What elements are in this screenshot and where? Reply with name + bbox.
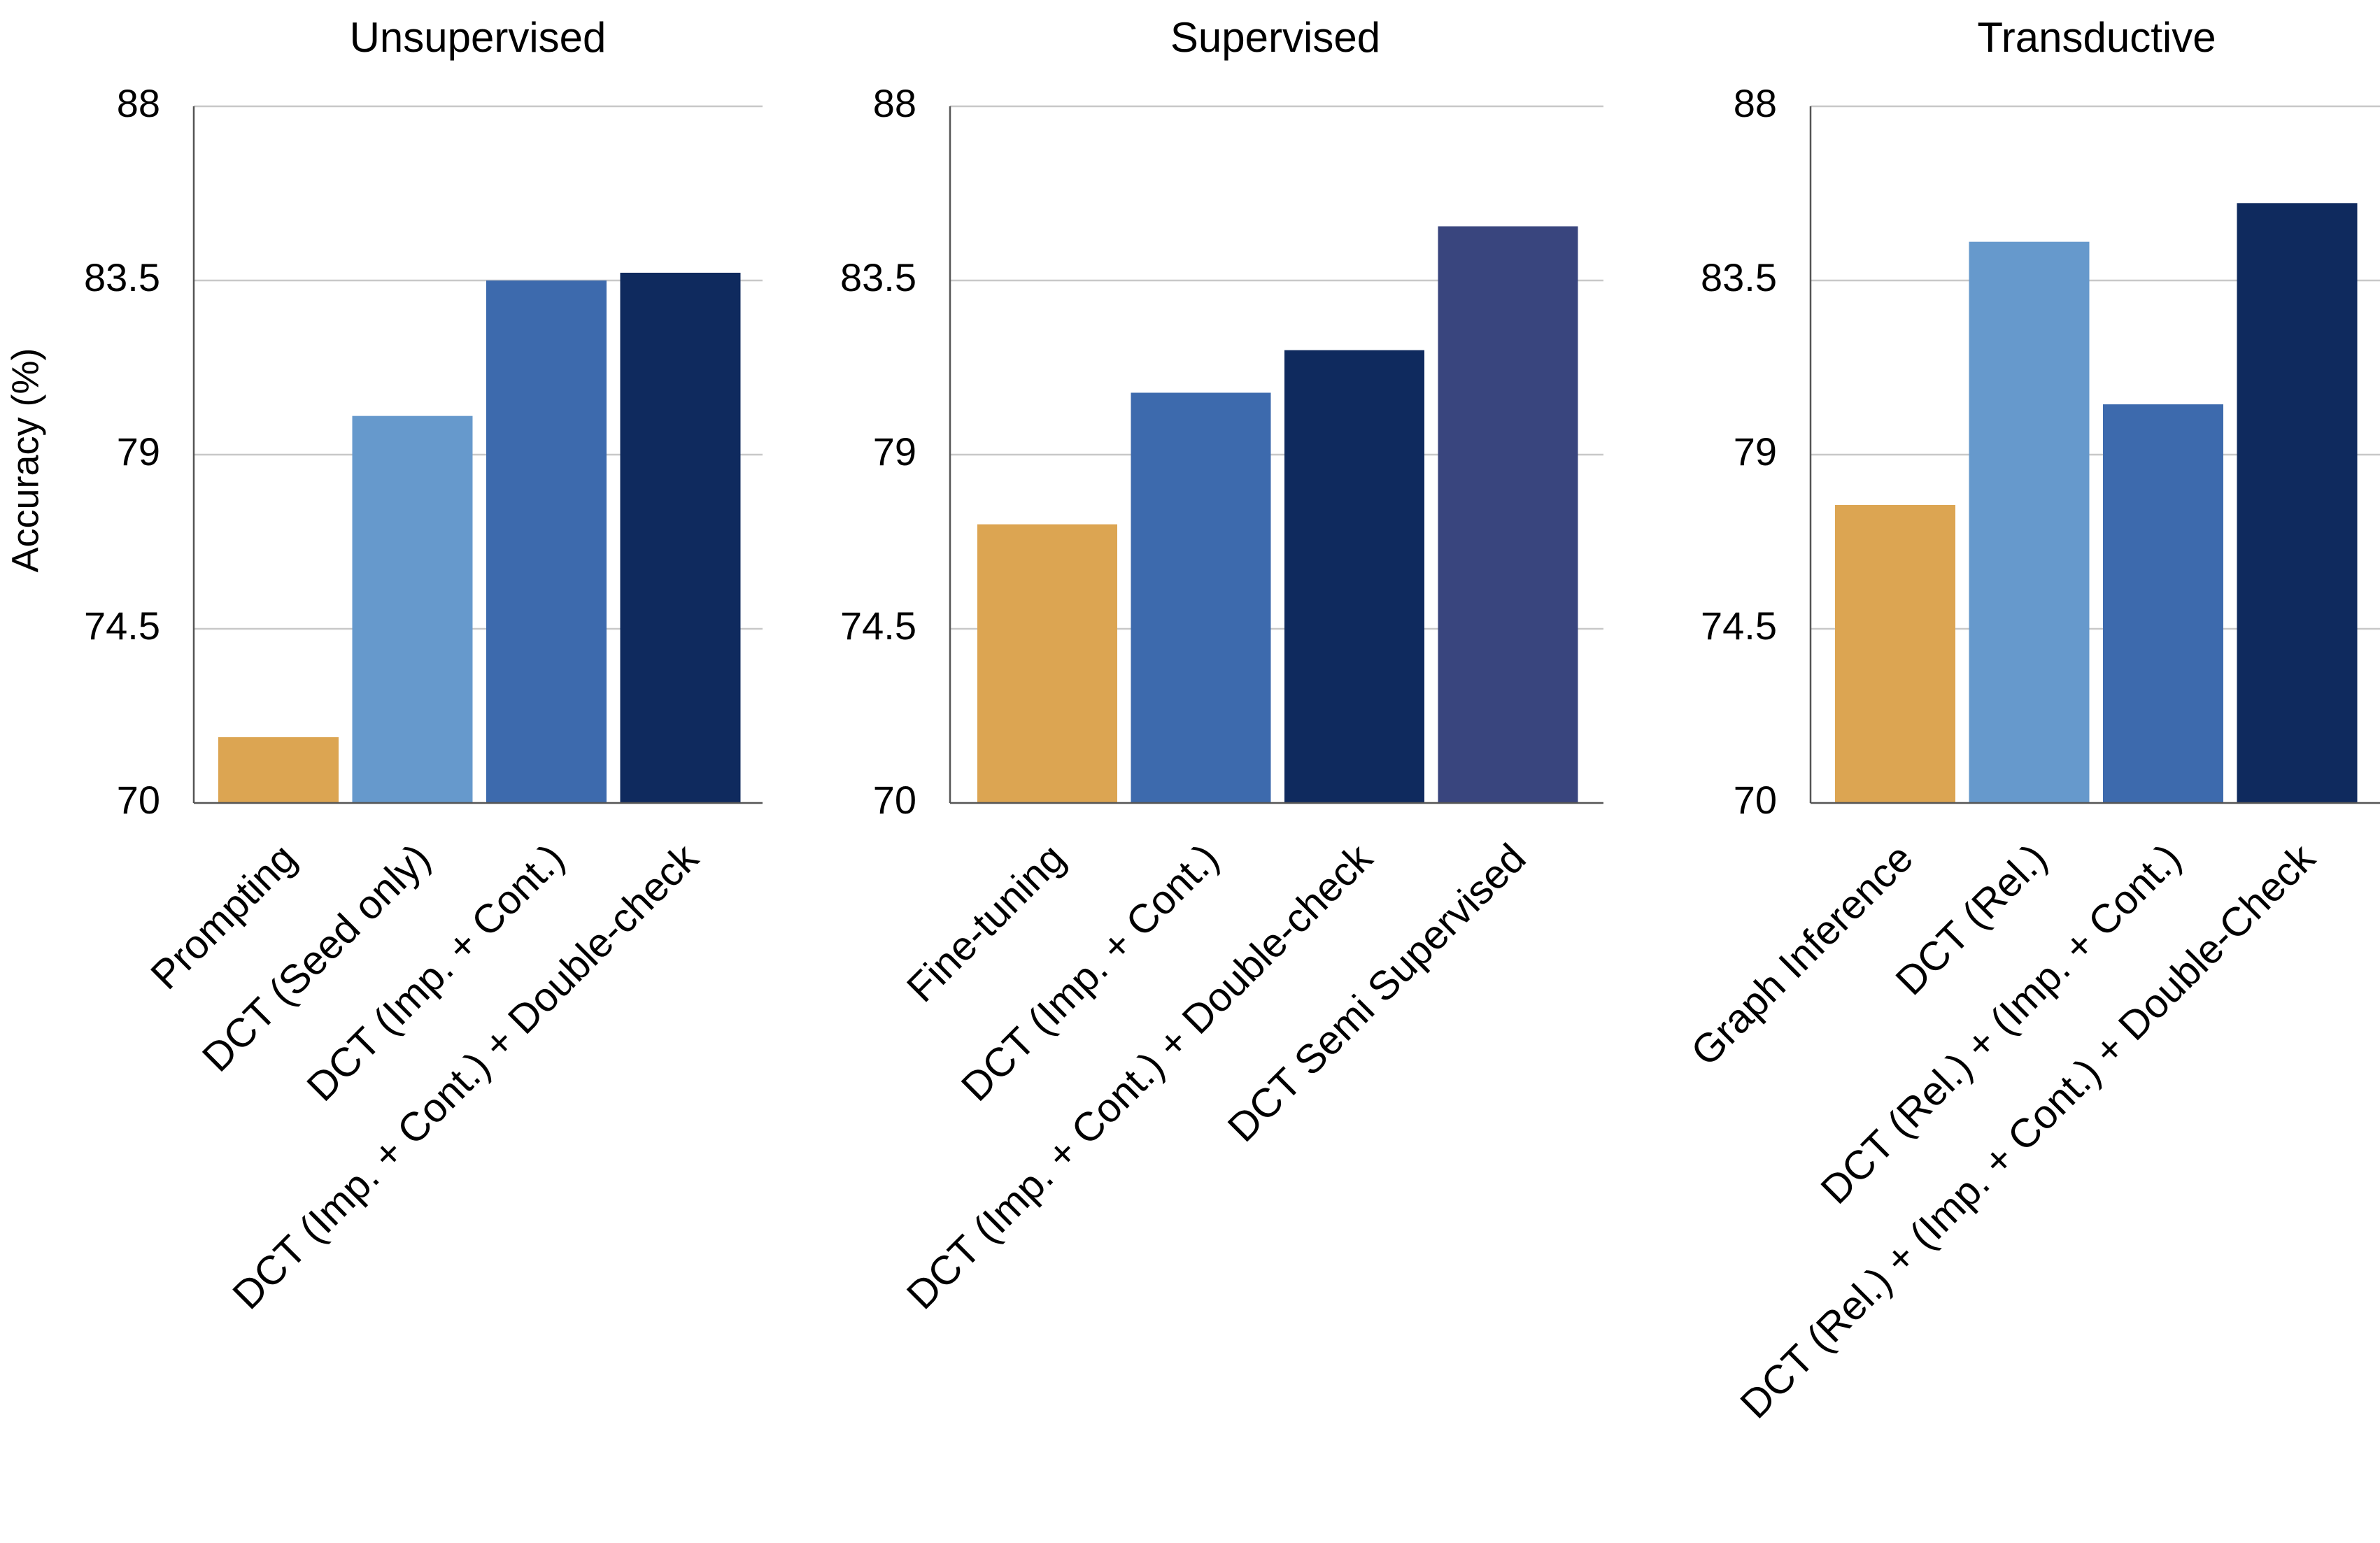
y-tick-label: 70 <box>873 778 916 822</box>
bar-3 <box>2103 404 2223 803</box>
y-tick-label: 70 <box>1734 778 1777 822</box>
x-tick-label: DCT (Seed only) <box>194 835 439 1081</box>
bar-2 <box>352 415 473 803</box>
x-tick-label: DCT (Imp. + Cont.) <box>953 835 1228 1110</box>
bar-1 <box>977 524 1117 803</box>
chart-title: Supervised <box>1170 14 1380 61</box>
y-tick-label: 70 <box>117 778 160 822</box>
chart-panel-3: Transductive 70 74.5 79 83.5 88 Graph Inferenc… <box>1683 14 2380 1427</box>
y-tick-label: 79 <box>1734 429 1777 474</box>
x-tick-label: Graph Inference <box>1683 835 1922 1074</box>
y-tick-label: 79 <box>117 429 160 474</box>
y-axis-label: Accuracy (%) <box>4 348 46 572</box>
x-tick-label: DCT (Imp. + Cont.) <box>298 835 573 1110</box>
bar-1 <box>218 737 339 803</box>
chart-title: Unsupervised <box>350 14 607 61</box>
y-tick-label: 88 <box>1734 81 1777 125</box>
bar-2 <box>1131 392 1271 803</box>
bar-4 <box>620 272 741 803</box>
y-tick-label: 83.5 <box>1701 255 1777 299</box>
y-tick-label: 74.5 <box>84 604 160 648</box>
bar-3 <box>1284 350 1424 804</box>
bar-4 <box>2237 203 2358 803</box>
bar-2 <box>1969 241 2090 804</box>
y-tick-label: 74.5 <box>840 604 916 648</box>
y-tick-label: 83.5 <box>84 255 160 299</box>
x-tick-label: DCT (Imp. + Cont.) + Double-check <box>224 834 707 1318</box>
chart-title: Transductive <box>1977 14 2216 61</box>
y-tick-label: 83.5 <box>840 255 916 299</box>
bar-3 <box>486 280 607 803</box>
y-tick-label: 79 <box>873 429 916 474</box>
y-tick-label: 74.5 <box>1701 604 1777 648</box>
y-tick-label: 88 <box>873 81 916 125</box>
bar-1 <box>1835 504 1955 803</box>
bar-4 <box>1438 226 1578 803</box>
y-tick-label: 88 <box>117 81 160 125</box>
x-tick-label: DCT Semi Supervised <box>1219 835 1535 1151</box>
